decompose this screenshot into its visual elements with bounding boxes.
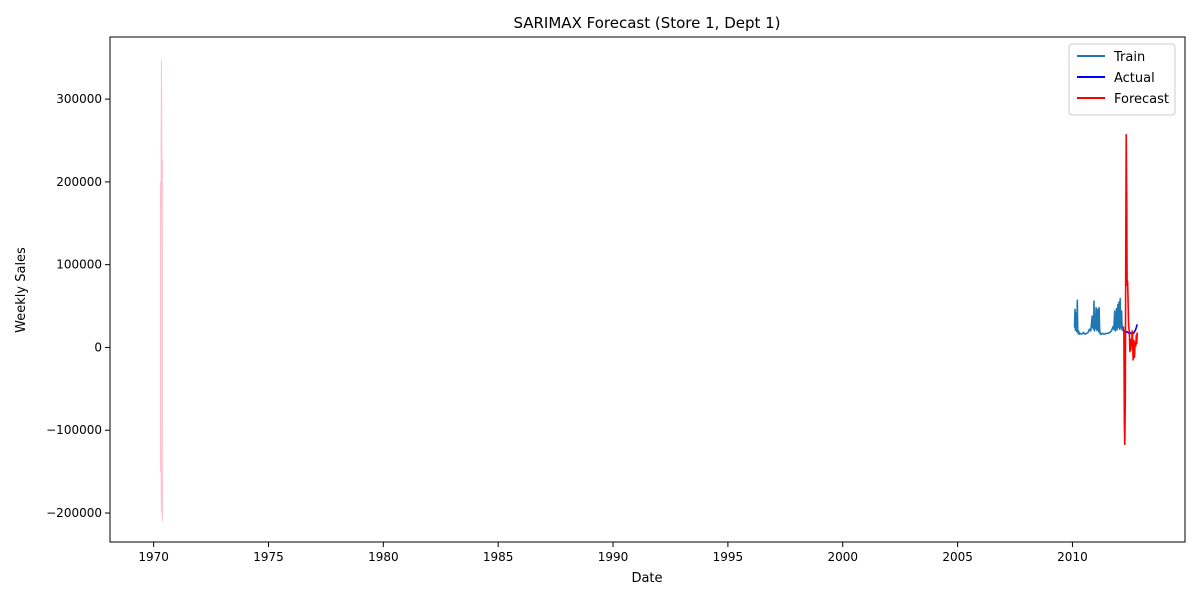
x-tick-label: 1995	[713, 550, 744, 564]
x-tick-label: 2005	[942, 550, 973, 564]
series-layer	[1073, 133, 1138, 446]
x-tick-label: 1990	[598, 550, 629, 564]
x-tick-label: 1970	[138, 550, 169, 564]
legend-label-forecast: Forecast	[1114, 92, 1169, 107]
x-tick-label: 1985	[483, 550, 514, 564]
x-axis: 1970 1975 1980 1985 1990 1995 2000 2005 2010	[138, 542, 1088, 564]
y-tick-label: 300000	[56, 92, 102, 106]
series-line-forecast	[1122, 133, 1138, 446]
y-tick-label: 0	[94, 340, 102, 354]
y-axis: 300000 200000 100000 0 −100000 −200000	[46, 92, 110, 520]
x-tick-label: 2010	[1057, 550, 1088, 564]
chart-title: SARIMAX Forecast (Store 1, Dept 1)	[513, 14, 780, 32]
y-tick-label: −200000	[46, 506, 102, 520]
x-tick-label: 1975	[253, 550, 284, 564]
series-line-train	[1073, 297, 1125, 336]
legend: Train Actual Forecast	[1068, 43, 1176, 116]
confidence-band-layer	[160, 60, 163, 522]
y-tick-label: 100000	[56, 258, 102, 272]
x-tick-label: 2000	[827, 550, 858, 564]
y-tick-label: 200000	[56, 175, 102, 189]
y-tick-label: −100000	[46, 423, 102, 437]
x-axis-label: Date	[631, 571, 662, 586]
legend-label-train: Train	[1113, 50, 1145, 65]
x-tick-label: 1980	[368, 550, 399, 564]
confidence-band	[160, 60, 163, 522]
plot-frame	[109, 36, 1186, 543]
legend-label-actual: Actual	[1114, 71, 1155, 86]
y-axis-label: Weekly Sales	[14, 247, 29, 333]
